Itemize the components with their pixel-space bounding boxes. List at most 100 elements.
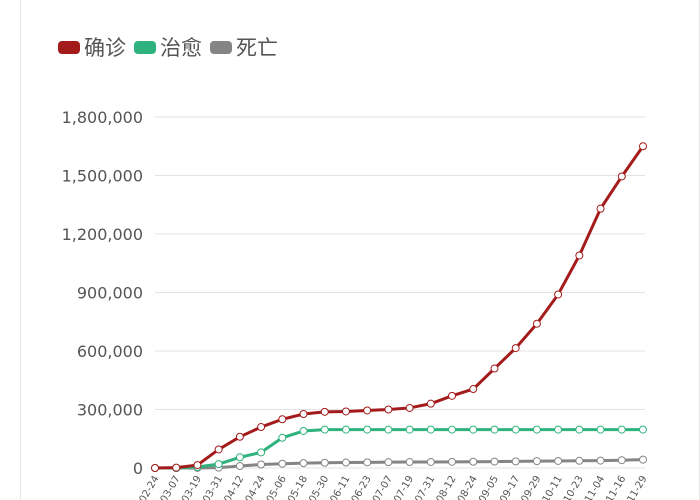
y-tick-label: 1,500,000	[62, 167, 143, 186]
x-tick-label: 04-24	[244, 474, 268, 500]
x-tick-label: 06-11	[328, 474, 352, 500]
x-tick-label: 06-23	[350, 474, 374, 500]
point	[639, 455, 647, 464]
point	[299, 426, 308, 435]
point	[448, 457, 457, 466]
point	[532, 425, 541, 434]
point	[639, 425, 647, 434]
point	[490, 425, 499, 434]
legend-label: 死亡	[236, 36, 278, 60]
point	[448, 391, 457, 400]
point	[554, 290, 563, 299]
point	[617, 456, 626, 465]
point	[235, 462, 244, 471]
point	[554, 456, 563, 465]
point	[193, 461, 202, 470]
point	[426, 425, 435, 434]
point	[278, 415, 287, 424]
legend-swatch	[58, 41, 80, 54]
y-tick-label: 0	[133, 459, 143, 478]
point	[278, 433, 287, 442]
x-tick-label: 04-12	[222, 474, 246, 500]
point	[575, 251, 584, 260]
point	[363, 425, 372, 434]
point	[511, 344, 520, 353]
x-tick-label: 10-11	[541, 474, 565, 500]
x-tick-label: 07-19	[392, 474, 416, 500]
x-tick-label: 03-19	[180, 474, 204, 500]
point	[554, 425, 563, 434]
legend-swatch	[210, 41, 232, 54]
point	[257, 423, 266, 432]
point	[151, 464, 159, 472]
point	[235, 453, 244, 462]
point	[639, 142, 647, 151]
point	[278, 459, 287, 468]
point	[384, 425, 393, 434]
point	[405, 403, 414, 412]
point	[469, 385, 478, 394]
x-tick-label: 11-04	[583, 474, 607, 500]
x-tick-label: 05-30	[307, 474, 331, 500]
point	[405, 425, 414, 434]
point	[617, 172, 626, 181]
point	[341, 425, 350, 434]
point	[532, 319, 541, 328]
y-tick-label: 300,000	[77, 401, 143, 420]
point	[384, 458, 393, 467]
x-tick-label: 03-31	[201, 474, 225, 500]
x-tick-label: 11-29	[626, 474, 650, 500]
point	[469, 457, 478, 466]
point	[341, 407, 350, 416]
x-tick-label: 05-06	[265, 474, 289, 500]
point	[363, 458, 372, 467]
point	[448, 425, 457, 434]
x-tick-label: 07-07	[371, 474, 395, 500]
x-tick-label: 08-12	[435, 474, 459, 500]
point	[490, 457, 499, 466]
point	[596, 204, 605, 213]
point	[257, 448, 266, 457]
point	[214, 445, 223, 454]
point	[511, 425, 520, 434]
point	[596, 456, 605, 465]
point	[511, 457, 520, 466]
point	[363, 406, 372, 415]
legend-label: 确诊	[84, 36, 126, 60]
legend-label: 治愈	[160, 36, 202, 60]
point	[384, 405, 393, 414]
point	[426, 457, 435, 466]
x-tick-label: 07-31	[413, 474, 437, 500]
point	[469, 425, 478, 434]
x-tick-label: 09-05	[477, 474, 501, 500]
y-tick-label: 1,200,000	[62, 225, 143, 244]
point	[172, 463, 181, 472]
x-tick-label: 05-18	[286, 474, 310, 500]
x-tick-label: 03-07	[159, 474, 183, 500]
point	[320, 458, 329, 467]
x-tick-label: 09-29	[519, 474, 543, 500]
y-tick-label: 600,000	[77, 342, 143, 361]
x-tick-label: 08-24	[456, 474, 480, 500]
point	[596, 425, 605, 434]
point	[299, 409, 308, 418]
point	[299, 459, 308, 468]
point	[235, 432, 244, 441]
x-tick-label: 09-17	[498, 474, 522, 500]
point	[214, 460, 223, 469]
point	[320, 407, 329, 416]
series-line	[154, 145, 645, 470]
point	[257, 460, 266, 469]
y-tick-label: 900,000	[77, 284, 143, 303]
y-tick-label: 1,800,000	[62, 108, 143, 127]
point	[532, 457, 541, 466]
point	[575, 456, 584, 465]
point	[405, 458, 414, 467]
point	[320, 425, 329, 434]
point	[575, 425, 584, 434]
x-tick-label: 11-16	[604, 474, 628, 500]
x-tick-label: 10-23	[562, 474, 586, 500]
point	[341, 458, 350, 467]
